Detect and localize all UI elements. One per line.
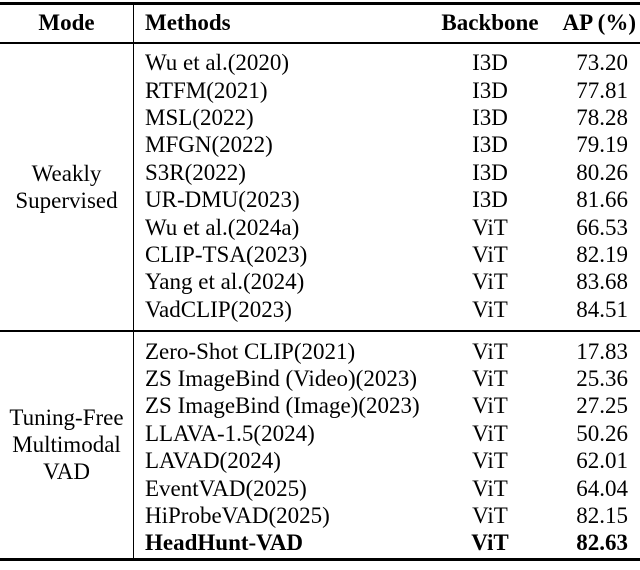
ap-cell: 27.25	[576, 393, 628, 419]
backbone-cell: ViT	[472, 269, 508, 295]
method-cell: ZS ImageBind (Image)(2023)	[145, 393, 420, 419]
backbone-cell: ViT	[472, 393, 508, 419]
ap-cell: 73.20	[576, 50, 628, 76]
backbone-cell: ViT	[472, 241, 508, 267]
method-cell: Yang et al.(2024)	[145, 269, 305, 295]
backbone-cell: ViT	[472, 502, 508, 528]
ap-cell: 82.15	[576, 502, 628, 528]
table-group: Weakly Supervised Wu et al.(2020) I3D 73.…	[0, 43, 640, 331]
table-row: ZS ImageBind (Video)(2023) ViT 25.36	[134, 365, 640, 392]
ap-cell: 82.19	[576, 241, 628, 267]
method-cell: ZS ImageBind (Video)(2023)	[145, 365, 418, 391]
table-row: HiProbeVAD(2025) ViT 82.15	[134, 502, 640, 529]
table-row: Zero-Shot CLIP(2021) ViT 17.83	[134, 338, 640, 365]
backbone-cell: ViT	[472, 365, 508, 391]
bottom-rule	[0, 558, 640, 561]
method-cell: VadCLIP(2023)	[145, 296, 292, 322]
table-body: Weakly Supervised Wu et al.(2020) I3D 73.…	[0, 43, 640, 559]
backbone-cell: ViT	[472, 448, 508, 474]
table-row: LAVAD(2024) ViT 62.01	[134, 447, 640, 474]
table-row: VadCLIP(2023) ViT 84.51	[134, 296, 640, 323]
backbone-cell: I3D	[472, 187, 508, 213]
backbone-cell: ViT	[472, 475, 508, 501]
ap-cell: 78.28	[576, 104, 628, 130]
method-cell: EventVAD(2025)	[145, 475, 307, 501]
method-cell: Zero-Shot CLIP(2021)	[145, 338, 356, 364]
backbone-cell: ViT	[471, 530, 509, 556]
table-row: Wu et al.(2020) I3D 73.20	[134, 50, 640, 77]
header-methods: Methods	[145, 10, 231, 36]
table-row: UR-DMU(2023) I3D 81.66	[134, 186, 640, 213]
method-cell: HiProbeVAD(2025)	[145, 502, 330, 528]
table-row: MFGN(2022) I3D 79.19	[134, 132, 640, 159]
ap-cell: 77.81	[576, 77, 628, 103]
method-cell: MFGN(2022)	[145, 132, 273, 158]
header-mode: Mode	[38, 10, 95, 36]
mode-label-line: Multimodal	[12, 432, 121, 458]
table-row: RTFM(2021) I3D 77.81	[134, 77, 640, 104]
method-cell: UR-DMU(2023)	[145, 187, 300, 213]
ap-cell: 62.01	[576, 448, 628, 474]
ap-cell: 66.53	[576, 214, 628, 240]
mode-cell: Weakly Supervised	[0, 44, 133, 331]
method-cell: LLAVA-1.5(2024)	[145, 420, 315, 446]
table-row: Yang et al.(2024) ViT 83.68	[134, 269, 640, 296]
method-cell: S3R(2022)	[145, 159, 246, 185]
group-rows: Zero-Shot CLIP(2021) ViT 17.83 ZS ImageB…	[133, 331, 640, 559]
mode-label-line: Tuning-Free	[9, 405, 124, 431]
table-group: Tuning-Free Multimodal VAD Zero-Shot CLIP(…	[0, 331, 640, 559]
mode-cell: Tuning-Free Multimodal VAD	[0, 332, 133, 558]
table-row: Wu et al.(2024a) ViT 66.53	[134, 214, 640, 241]
ap-cell: 79.19	[576, 132, 628, 158]
method-cell: Wu et al.(2020)	[145, 50, 290, 76]
header-backbone: Backbone	[441, 10, 539, 36]
mode-label-line: Supervised	[15, 187, 118, 213]
mode-label-line: VAD	[43, 459, 90, 485]
backbone-cell: I3D	[472, 132, 508, 158]
table-row: MSL(2022) I3D 78.28	[134, 104, 640, 131]
table-row: HeadHunt-VAD ViT 82.63	[134, 530, 640, 557]
backbone-cell: I3D	[472, 77, 508, 103]
method-cell: CLIP-TSA(2023)	[145, 241, 308, 267]
table-row: EventVAD(2025) ViT 64.04	[134, 475, 640, 502]
backbone-cell: I3D	[472, 50, 508, 76]
ap-cell: 64.04	[576, 475, 628, 501]
top-rule	[0, 2, 640, 5]
method-cell: MSL(2022)	[145, 104, 254, 130]
ap-cell: 50.26	[576, 420, 628, 446]
section-divider-rule	[0, 330, 640, 332]
backbone-cell: ViT	[472, 214, 508, 240]
mode-label-line: Weakly	[31, 160, 102, 186]
header-rule	[0, 42, 640, 44]
method-cell: Wu et al.(2024a)	[145, 214, 300, 240]
backbone-cell: ViT	[472, 338, 508, 364]
table-row: CLIP-TSA(2023) ViT 82.19	[134, 241, 640, 268]
ap-cell: 83.68	[576, 269, 628, 295]
ap-cell: 25.36	[576, 365, 628, 391]
ap-cell: 82.63	[576, 530, 628, 556]
backbone-cell: ViT	[472, 420, 508, 446]
group-rows: Wu et al.(2020) I3D 73.20 RTFM(2021) I3D…	[133, 43, 640, 331]
ap-cell: 80.26	[576, 159, 628, 185]
header-ap: AP (%)	[562, 10, 636, 36]
ap-cell: 81.66	[576, 187, 628, 213]
table-row: LLAVA-1.5(2024) ViT 50.26	[134, 420, 640, 447]
method-cell: HeadHunt-VAD	[145, 530, 304, 556]
backbone-cell: ViT	[472, 296, 508, 322]
table-row: ZS ImageBind (Image)(2023) ViT 27.25	[134, 393, 640, 420]
table-header: Mode Methods Backbone AP (%)	[0, 4, 640, 42]
header-right-section: Methods Backbone AP (%)	[133, 4, 640, 42]
backbone-cell: I3D	[472, 159, 508, 185]
ap-cell: 84.51	[576, 296, 628, 322]
method-cell: LAVAD(2024)	[145, 448, 281, 474]
ap-cell: 17.83	[576, 338, 628, 364]
backbone-cell: I3D	[472, 104, 508, 130]
table-row: S3R(2022) I3D 80.26	[134, 159, 640, 186]
method-cell: RTFM(2021)	[145, 77, 268, 103]
